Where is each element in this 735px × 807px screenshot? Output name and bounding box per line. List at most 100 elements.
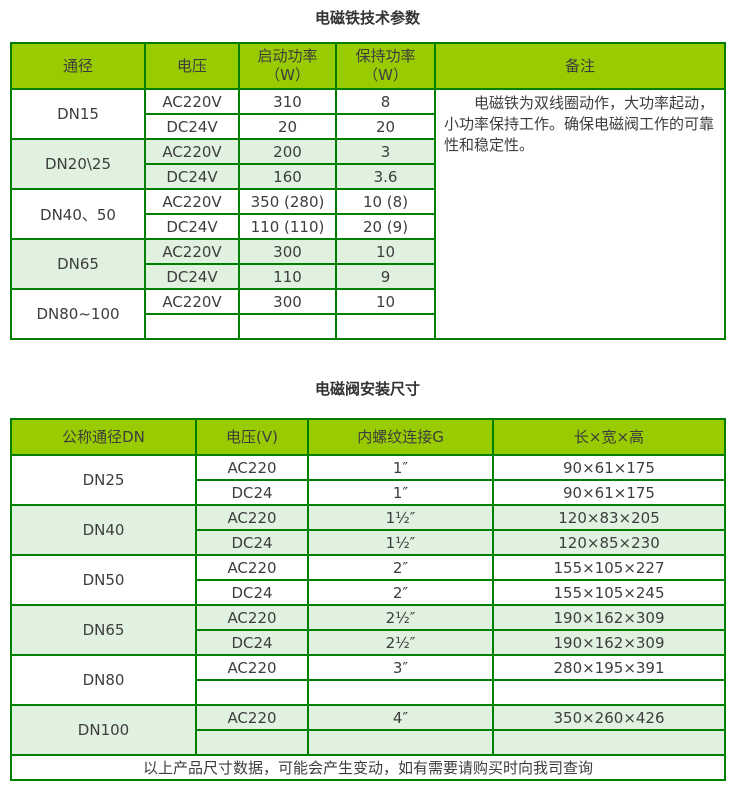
diameter-group-cell: DN80 <box>10 654 197 706</box>
voltage-cell <box>195 729 309 756</box>
start-power-cell: 160 <box>238 163 337 190</box>
table-row: DN50 AC220 2″ 155×105×227 <box>10 554 726 606</box>
table-row: DN15 AC220V 310 8 电磁铁为双线圈动作，大功率起动，小功率保持工作。确保… <box>10 88 726 340</box>
remark-cell: 电磁铁为双线圈动作，大功率起动，小功率保持工作。确保电磁阀工作的可靠性和稳定性。 <box>434 88 726 340</box>
thread-connection-cell: 2″ <box>307 554 494 581</box>
column-header: 电压(V) <box>195 418 309 456</box>
start-power-cell: 300 <box>238 238 337 265</box>
size-cell <box>492 679 726 706</box>
column-header: 电压 <box>144 42 240 90</box>
voltage-cell: AC220V <box>144 238 240 265</box>
thread-connection-cell <box>307 679 494 706</box>
valve-dimensions-body: DN25 AC220 1″ 90×61×175 DC24 1″ 90×61×175 DN40 A… <box>10 454 726 781</box>
hold-power-cell: 10 <box>335 238 436 265</box>
hold-power-cell <box>335 313 436 340</box>
size-cell: 280×195×391 <box>492 654 726 681</box>
voltage-cell: DC24V <box>144 163 240 190</box>
start-power-cell: 110 <box>238 263 337 290</box>
size-cell: 155×105×245 <box>492 579 726 606</box>
start-power-cell <box>238 313 337 340</box>
hold-power-cell: 10 <box>335 288 436 315</box>
table-row <box>11 679 726 706</box>
table-row: DN40 AC220 1½″ 120×83×205 <box>10 504 726 556</box>
size-cell: 90×61×175 <box>492 454 726 481</box>
thread-connection-cell: 1½″ <box>307 529 494 556</box>
footer-row: 以上产品尺寸数据，可能会产生变动，如有需要请购买时向我司查询 <box>10 754 726 781</box>
thread-connection-cell: 1½″ <box>307 504 494 531</box>
thread-connection-cell: 3″ <box>307 654 494 681</box>
voltage-cell: AC220 <box>195 654 309 681</box>
table-row: DC24 2″ 155×105×245 <box>11 579 726 606</box>
voltage-cell: AC220V <box>144 138 240 165</box>
table-row: DC24V 20 20 <box>11 113 725 140</box>
table-row <box>11 729 726 756</box>
diameter-group-cell: DN65 <box>10 238 146 290</box>
table-row: DC24 1″ 90×61×175 <box>11 479 726 506</box>
size-cell: 350×260×426 <box>492 704 726 731</box>
valve-dimensions-header: 公称通径DN 电压(V) 内螺纹连接G 长×宽×高 <box>10 418 726 456</box>
hold-power-cell: 20 <box>335 113 436 140</box>
hold-power-cell: 10 (8) <box>335 188 436 215</box>
thread-connection-cell: 1″ <box>307 479 494 506</box>
diameter-group-cell: DN25 <box>10 454 197 506</box>
size-cell <box>492 729 726 756</box>
valve-dimensions-table: 公称通径DN 电压(V) 内螺纹连接G 长×宽×高 DN25 AC220 1″ 90×61×… <box>10 418 726 781</box>
size-cell: 120×83×205 <box>492 504 726 531</box>
voltage-cell <box>195 679 309 706</box>
diameter-group-cell: DN15 <box>10 88 146 140</box>
table-row: DN25 AC220 1″ 90×61×175 <box>10 454 726 506</box>
table-row: DC24V 110 (110) 20 (9) <box>11 213 725 240</box>
voltage-cell: AC220V <box>144 88 240 115</box>
size-cell: 90×61×175 <box>492 479 726 506</box>
start-power-cell: 20 <box>238 113 337 140</box>
voltage-cell: DC24V <box>144 263 240 290</box>
table-row: DN80~100 AC220V 300 10 <box>10 288 725 340</box>
start-power-cell: 310 <box>238 88 337 115</box>
hold-power-cell: 9 <box>335 263 436 290</box>
voltage-cell: AC220 <box>195 704 309 731</box>
diameter-group-cell: DN65 <box>10 604 197 656</box>
voltage-cell: AC220 <box>195 454 309 481</box>
table-row: DC24 1½″ 120×85×230 <box>11 529 726 556</box>
thread-connection-cell: 2½″ <box>307 604 494 631</box>
voltage-cell: DC24V <box>144 213 240 240</box>
voltage-cell: DC24V <box>144 113 240 140</box>
start-power-cell: 110 (110) <box>238 213 337 240</box>
hold-power-cell: 8 <box>335 88 436 115</box>
footer-note: 以上产品尺寸数据，可能会产生变动，如有需要请购买时向我司查询 <box>10 754 726 781</box>
column-header: 公称通径DN <box>10 418 197 456</box>
start-power-cell: 350 (280) <box>238 188 337 215</box>
thread-connection-cell: 2½″ <box>307 629 494 656</box>
diameter-group-cell: DN50 <box>10 554 197 606</box>
electromagnet-params-body: DN15 AC220V 310 8 电磁铁为双线圈动作，大功率起动，小功率保持工作。确保… <box>10 88 726 340</box>
column-header: 保持功率 （W） <box>335 42 436 90</box>
table-row: DC24 2½″ 190×162×309 <box>11 629 726 656</box>
column-header: 启动功率 （W） <box>238 42 337 90</box>
thread-connection-cell: 4″ <box>307 704 494 731</box>
hold-power-cell: 3.6 <box>335 163 436 190</box>
electromagnet-params-table: 通径 电压 启动功率 （W） 保持功率 （W） 备注 DN15 AC220V 310 8 电磁铁… <box>10 42 726 340</box>
table-row: DN100 AC220 4″ 350×260×426 <box>10 704 726 756</box>
column-header: 内螺纹连接G <box>307 418 494 456</box>
table-row: DN40、50 AC220V 350 (280) 10 (8) <box>10 188 725 240</box>
size-cell: 155×105×227 <box>492 554 726 581</box>
diameter-group-cell: DN100 <box>10 704 197 756</box>
diameter-group-cell: DN40 <box>10 504 197 556</box>
size-cell: 190×162×309 <box>492 629 726 656</box>
thread-connection-cell: 1″ <box>307 454 494 481</box>
voltage-cell: DC24 <box>195 579 309 606</box>
electromagnet-params-header: 通径 电压 启动功率 （W） 保持功率 （W） 备注 <box>10 42 726 90</box>
valve-dimensions-title: 电磁阀安装尺寸 <box>314 380 420 398</box>
thread-connection-cell <box>307 729 494 756</box>
diameter-group-cell: DN80~100 <box>10 288 146 340</box>
hold-power-cell: 20 (9) <box>335 213 436 240</box>
voltage-cell: AC220V <box>144 188 240 215</box>
voltage-cell: DC24 <box>195 479 309 506</box>
start-power-cell: 300 <box>238 288 337 315</box>
table-row: DN20\25 AC220V 200 3 <box>10 138 725 190</box>
voltage-cell: AC220 <box>195 554 309 581</box>
voltage-cell: AC220 <box>195 604 309 631</box>
column-header: 通径 <box>10 42 146 90</box>
size-cell: 190×162×309 <box>492 604 726 631</box>
voltage-cell: AC220 <box>195 504 309 531</box>
